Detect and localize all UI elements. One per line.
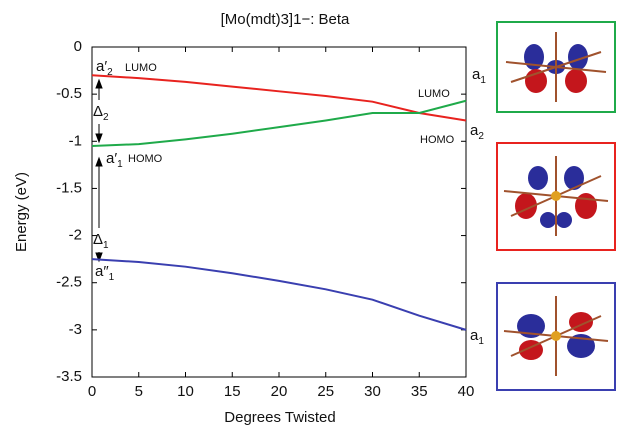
x-tick-label: 25: [317, 383, 334, 400]
chart: [Mo(mdt)3]1−: Beta Degrees Twisted Energ…: [0, 0, 623, 431]
annotation: HOMO: [128, 153, 163, 165]
annotation: a1: [472, 66, 486, 86]
annotation: a′1: [106, 150, 123, 170]
y-tick-label: 0: [74, 38, 82, 55]
annotation: a1: [470, 327, 484, 347]
annotation-subscript: 1: [117, 159, 123, 170]
annotation-text: a″: [95, 263, 109, 280]
annotation-text: HOMO: [420, 134, 455, 146]
annotation-subscript: 2: [107, 67, 113, 78]
y-tick-label: -3.5: [56, 368, 82, 385]
annotation-text: LUMO: [125, 62, 157, 74]
x-tick-label: 0: [88, 383, 96, 400]
annotation-text: HOMO: [128, 153, 163, 165]
y-tick-label: -0.5: [56, 85, 82, 102]
annotation: LUMO: [125, 62, 157, 74]
orbital-panels: [497, 22, 615, 390]
annotation-text: a′: [96, 58, 107, 75]
x-tick-label: 30: [364, 383, 381, 400]
plot-frame: [92, 47, 466, 377]
annotation-subscript: 1: [480, 75, 486, 86]
annotation: Δ1: [93, 231, 109, 251]
annotation: a2: [470, 122, 484, 142]
y-tick-label: -2: [69, 227, 82, 244]
y-tick-label: -1: [69, 132, 82, 149]
annotation-text: LUMO: [418, 88, 450, 100]
annotation: a″1: [95, 263, 115, 283]
x-tick-label: 40: [458, 383, 475, 400]
annotation: Δ2: [93, 103, 109, 123]
y-tick-label: -1.5: [56, 179, 82, 196]
y-axis-label: Energy (eV): [13, 172, 30, 252]
x-tick-label: 20: [271, 383, 288, 400]
annotation-text: a′: [106, 150, 117, 167]
series-line: [92, 101, 466, 146]
annotation-text: Δ: [93, 231, 103, 248]
x-tick-label: 5: [135, 383, 143, 400]
y-tick-label: -2.5: [56, 274, 82, 291]
x-tick-label: 35: [411, 383, 428, 400]
annotation-subscript: 1: [103, 240, 109, 251]
y-tick-label: -3: [69, 321, 82, 338]
series-line: [92, 259, 466, 330]
annotation: HOMO: [420, 134, 455, 146]
x-tick-label: 10: [177, 383, 194, 400]
x-tick-label: 15: [224, 383, 241, 400]
annotation-subscript: 1: [109, 272, 115, 283]
annotation: LUMO: [418, 88, 450, 100]
annotation-subscript: 2: [103, 112, 109, 123]
chart-title: [Mo(mdt)3]1−: Beta: [221, 11, 350, 28]
x-axis-label: Degrees Twisted: [224, 409, 335, 426]
annotation-text: Δ: [93, 103, 103, 120]
annotation-subscript: 1: [478, 336, 484, 347]
annotation: a′2: [96, 58, 113, 78]
annotation-subscript: 2: [478, 131, 484, 142]
